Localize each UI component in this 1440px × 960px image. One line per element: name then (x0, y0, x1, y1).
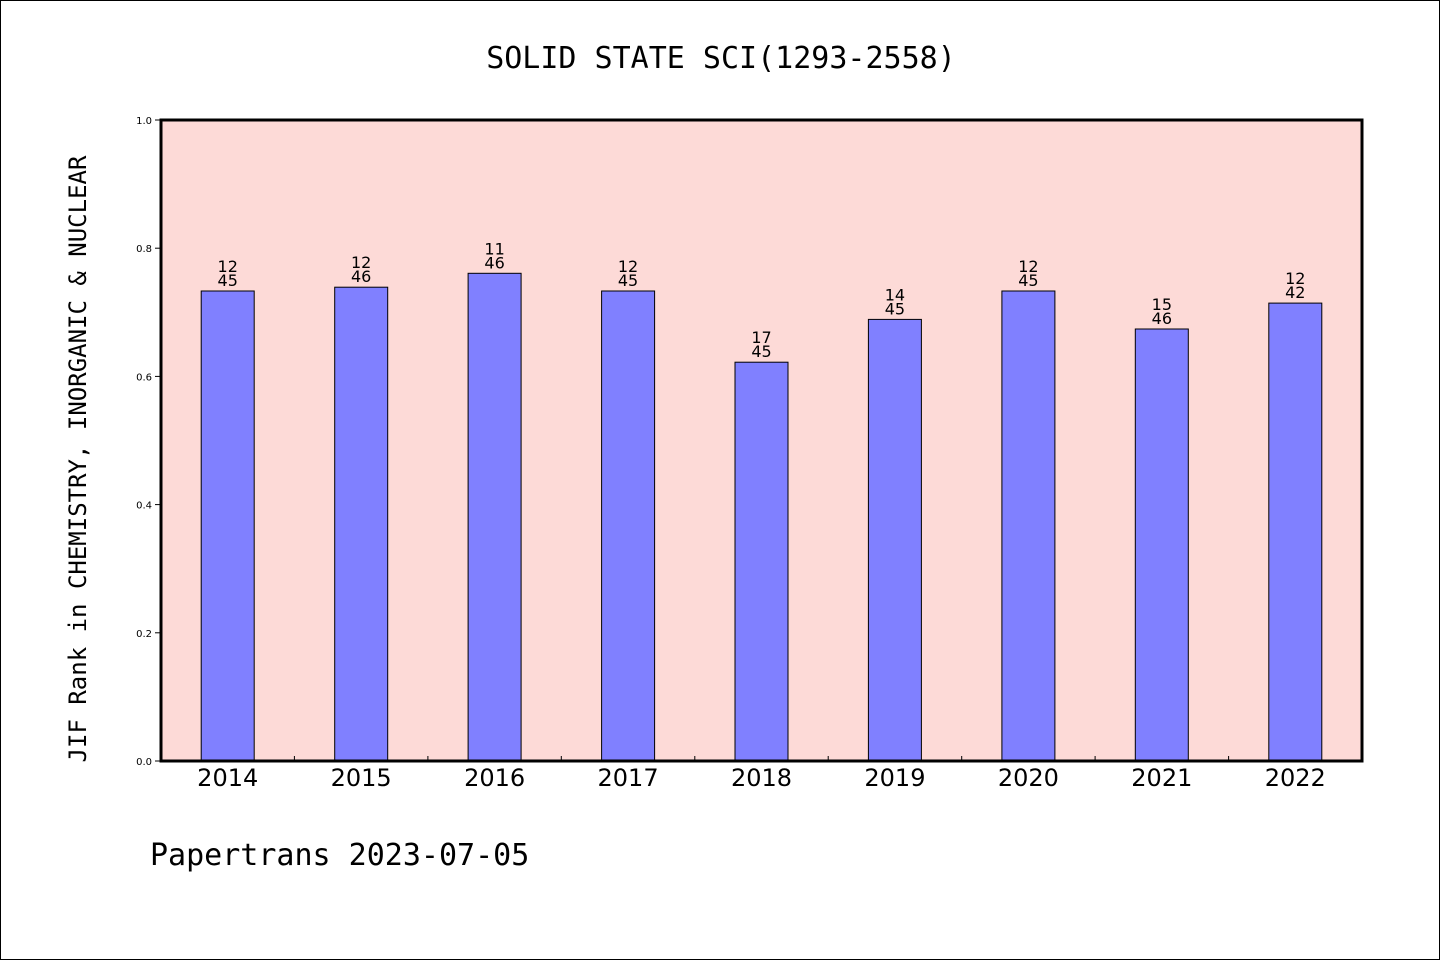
bar-2017 (601, 290, 656, 762)
x-tick-label-2016: 2016 (464, 764, 525, 792)
bar-label-rank-2015: 12 (351, 253, 371, 272)
chart-title: SOLID STATE SCI(1293-2558) (486, 41, 956, 76)
y-tick-label: 0.4 (136, 501, 152, 512)
y-axis: 0.0 0.2 0.4 0.6 0.8 1.0 (136, 116, 161, 768)
bar-label-rank-2022: 12 (1285, 269, 1305, 288)
bar-2018 (734, 361, 789, 762)
bar-label-rank-2021: 15 (1152, 295, 1172, 314)
bar-2021 (1134, 328, 1189, 762)
x-axis: 2014 2015 2016 2017 2018 2019 2020 2021 2022 (197, 756, 1326, 792)
bar-2019 (867, 318, 922, 762)
x-tick-label-2019: 2019 (864, 764, 925, 792)
bar-label-total-2015: 46 (351, 267, 371, 286)
x-tick-label-2017: 2017 (598, 764, 659, 792)
bars-layer (200, 272, 1323, 762)
y-axis-label: JIF Rank in CHEMISTRY, INORGANIC & NUCLE… (64, 155, 92, 762)
bar-2016 (467, 272, 522, 762)
y-tick-label: 0.0 (136, 757, 152, 768)
bar-2020 (1001, 290, 1056, 762)
bar-label-rank-2018: 17 (751, 328, 771, 347)
y-tick-label: 0.8 (136, 244, 152, 255)
x-tick-label-2015: 2015 (331, 764, 392, 792)
footer-credit: Papertrans 2023-07-05 (150, 838, 529, 873)
bar-2015 (334, 286, 389, 762)
bar-label-rank-2020: 12 (1018, 257, 1038, 276)
bar-2014 (200, 290, 255, 762)
bar-label-rank-2014: 12 (218, 257, 238, 276)
y-tick-label: 0.6 (136, 372, 152, 383)
x-tick-label-2018: 2018 (731, 764, 792, 792)
y-tick-label: 1.0 (136, 116, 152, 127)
x-tick-label-2014: 2014 (197, 764, 258, 792)
x-tick-label-2022: 2022 (1265, 764, 1326, 792)
y-tick-label: 0.2 (136, 629, 152, 640)
bar-label-total-2017: 45 (618, 271, 638, 290)
bar-label-rank-2016: 11 (484, 239, 504, 258)
x-tick-label-2021: 2021 (1131, 764, 1192, 792)
plot-frame (159, 118, 1364, 763)
x-tick-label-2020: 2020 (998, 764, 1059, 792)
bar-label-total-2021: 46 (1152, 309, 1172, 328)
bar-label-total-2019: 45 (885, 299, 905, 318)
bar-label-total-2014: 45 (218, 271, 238, 290)
bar-label-total-2022: 42 (1285, 283, 1305, 302)
bar-label-total-2016: 46 (484, 253, 504, 272)
bar-label-total-2018: 45 (751, 342, 771, 361)
bar-label-rank-2019: 14 (885, 285, 905, 304)
bar-2022 (1268, 302, 1323, 762)
bar-label-total-2020: 45 (1018, 271, 1038, 290)
bar-label-rank-2017: 12 (618, 257, 638, 276)
